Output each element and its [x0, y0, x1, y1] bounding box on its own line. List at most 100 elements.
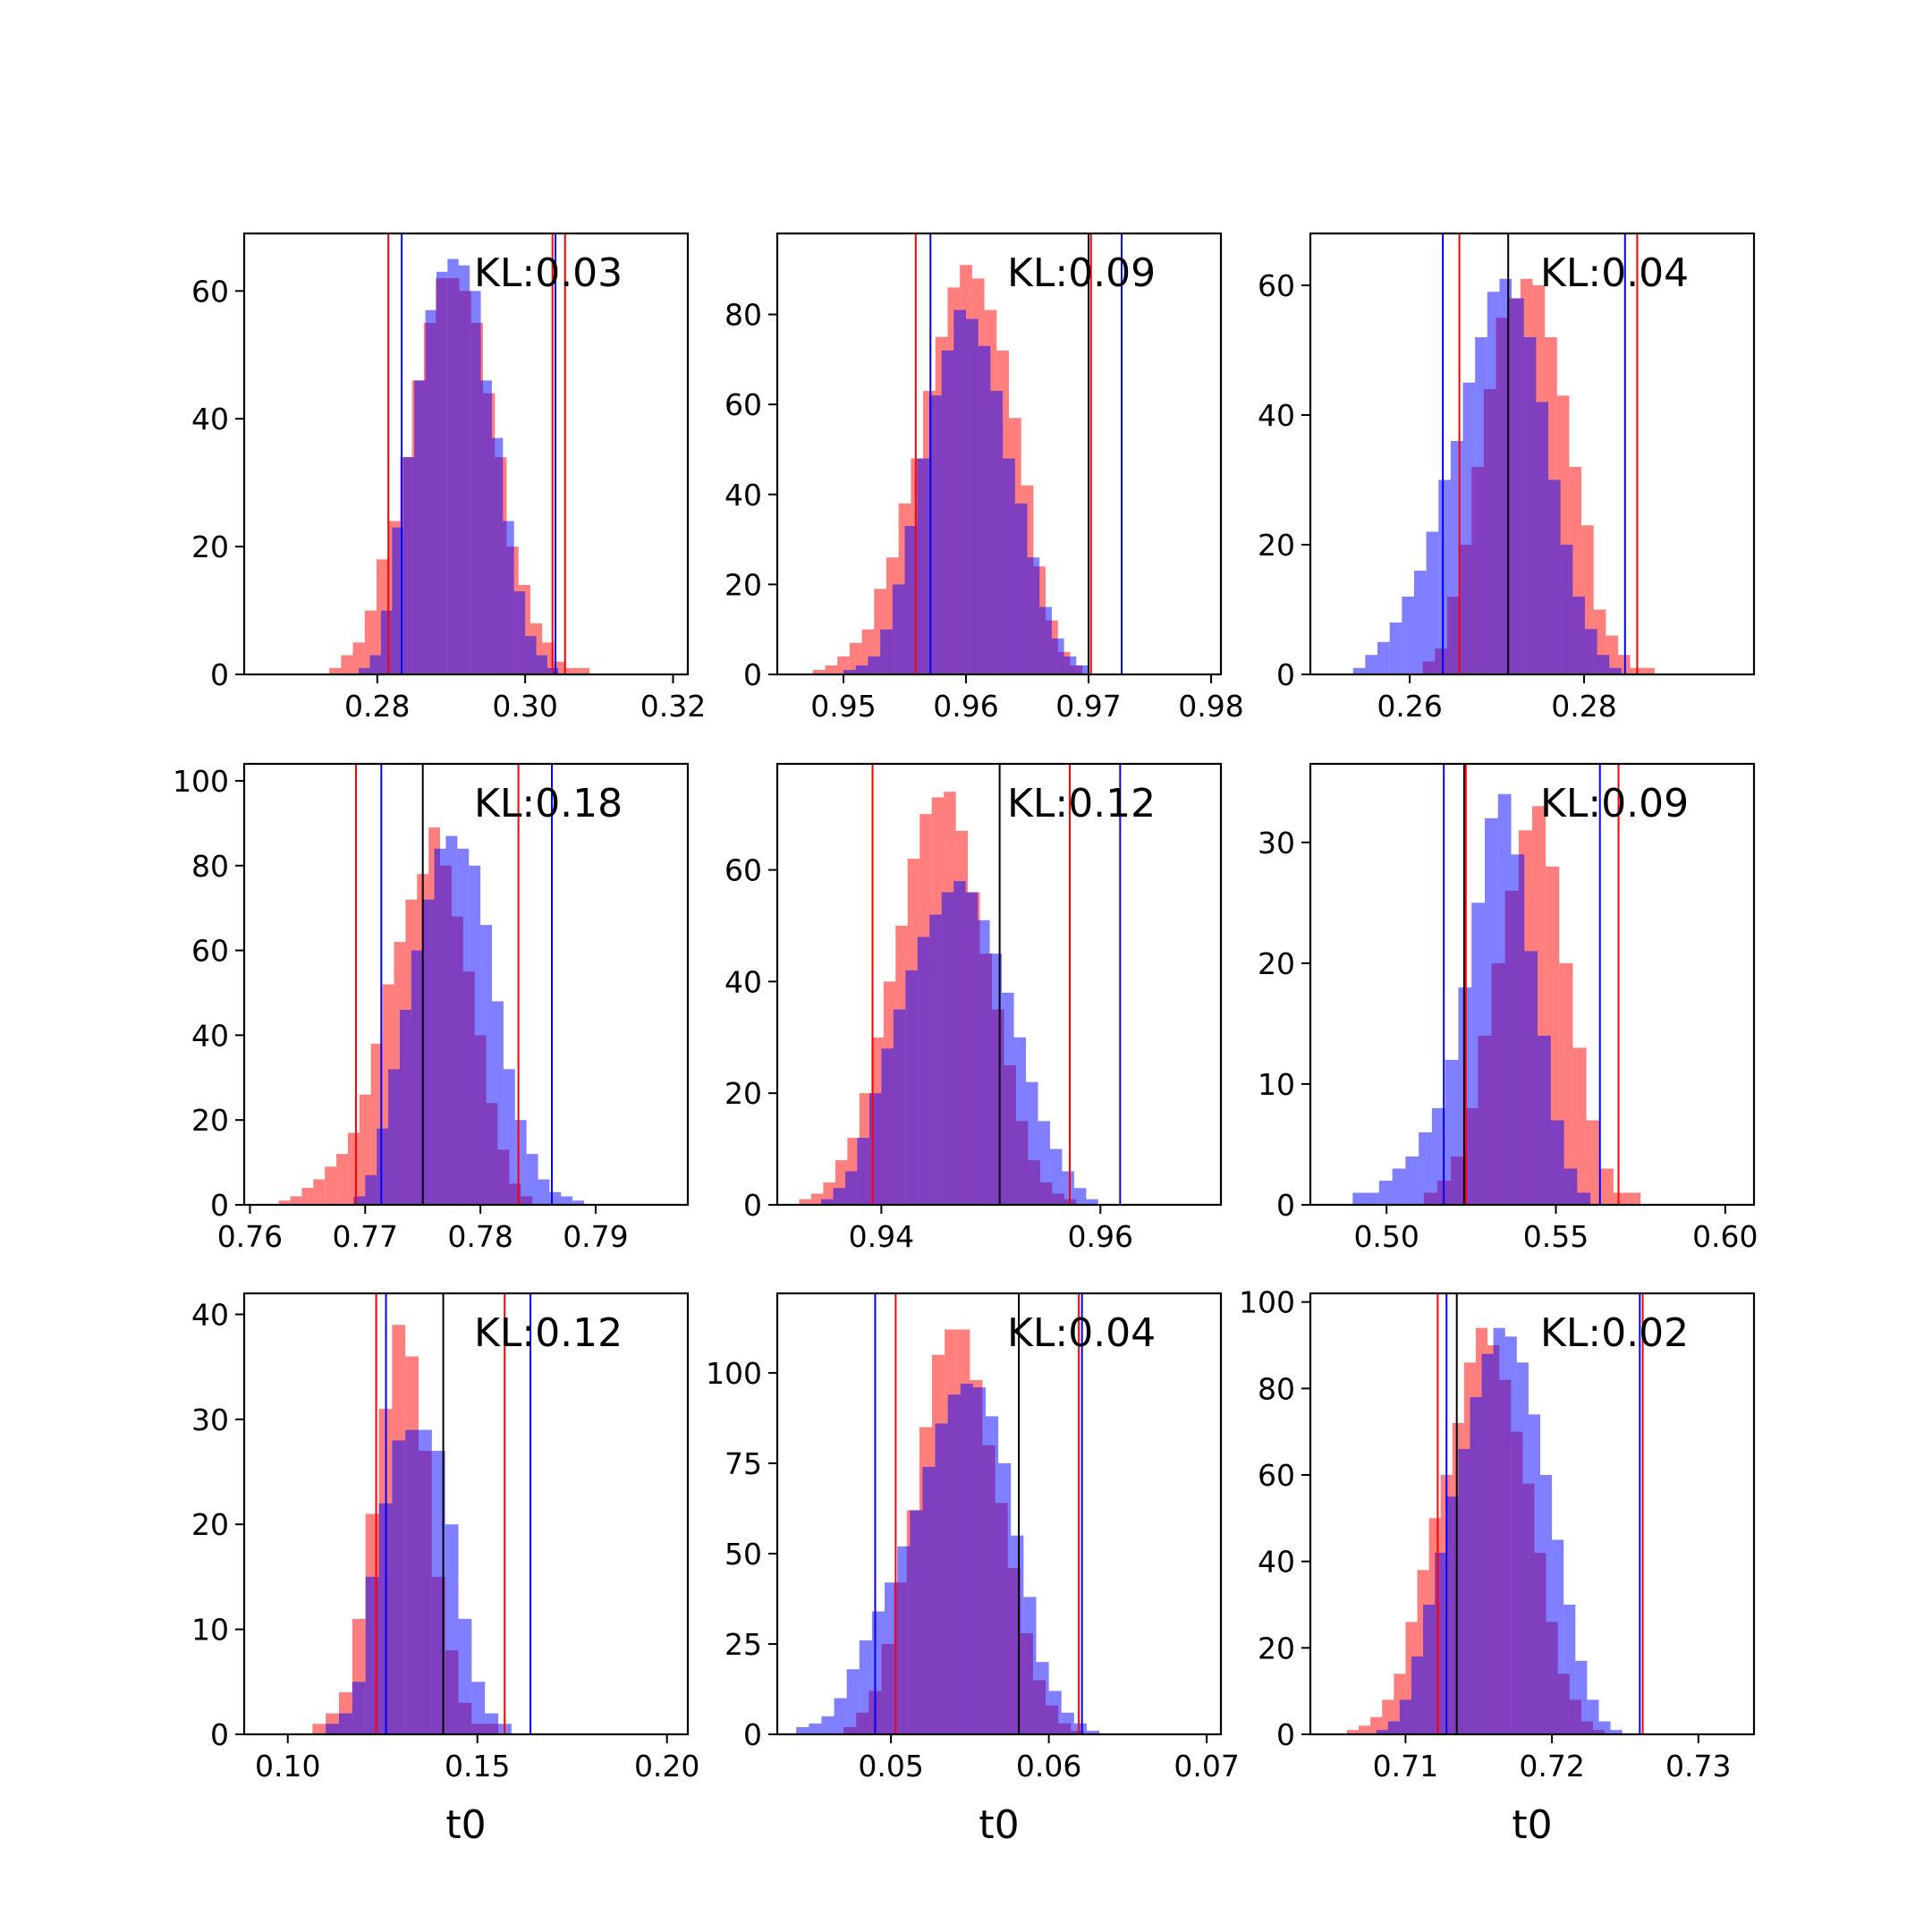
- histogram-bar: [491, 437, 504, 674]
- y-tick-label: 20: [724, 567, 762, 602]
- histogram-bar: [893, 1009, 906, 1205]
- x-tick-label: 0.20: [634, 1749, 699, 1784]
- histogram-bar: [1061, 1712, 1074, 1734]
- y-tick-label: 40: [191, 402, 229, 436]
- histogram-bar: [503, 1069, 515, 1205]
- histogram-bar: [820, 1199, 834, 1205]
- plot-area: [1352, 764, 1641, 1205]
- plot-area: [278, 764, 585, 1205]
- histogram-bar: [1049, 1148, 1063, 1205]
- histogram-bar: [941, 350, 954, 674]
- histogram-bar: [904, 525, 918, 674]
- histogram-bar: [1392, 1168, 1406, 1205]
- histogram-bar: [1575, 1660, 1588, 1734]
- histogram-bar: [1423, 1605, 1436, 1734]
- histogram-bar: [1352, 667, 1366, 674]
- histogram-bar: [503, 521, 514, 674]
- histogram-bar: [1086, 1199, 1098, 1205]
- y-tick-label: 100: [173, 764, 229, 799]
- axes-frame: [242, 762, 690, 1207]
- y-tick-label: 30: [1258, 826, 1295, 860]
- histogram-bar: [990, 391, 1004, 674]
- panel-4: 0.76 0.77 0.78 0.79 0 20 40 60 80 100 KL:0.18: [173, 762, 690, 1254]
- histogram-bar: [447, 258, 459, 674]
- panel-1: 0.28 0.30 0.32 0 20 40 60 KL:0.03: [191, 232, 706, 724]
- y-tick-label: 0: [1276, 657, 1295, 692]
- histogram-bar: [1538, 1035, 1551, 1205]
- y-tick-label: 40: [191, 1297, 229, 1332]
- histogram-bar: [1572, 1047, 1587, 1205]
- histogram-bar: [1481, 1353, 1494, 1734]
- x-tick-label: 0.78: [447, 1219, 513, 1254]
- histogram-bar: [1419, 1131, 1432, 1205]
- plot-area: [799, 764, 1122, 1205]
- histogram-bar: [1036, 1662, 1049, 1734]
- histogram-bar: [388, 1069, 400, 1205]
- histogram-bar: [965, 892, 979, 1205]
- x-axis-label: t0: [979, 1802, 1019, 1848]
- y-tick-label: 60: [191, 274, 229, 309]
- histogram-bar: [469, 865, 481, 1205]
- histogram-bar: [491, 1001, 504, 1205]
- histogram-bar: [485, 1713, 499, 1734]
- x-tick-label: 0.28: [1551, 689, 1616, 724]
- histogram-bar: [1540, 1475, 1553, 1734]
- histogram-bar: [1431, 1107, 1445, 1205]
- histogram-bar: [978, 345, 991, 674]
- histogram-bar: [1493, 1327, 1505, 1734]
- histogram-bar: [1038, 1121, 1050, 1205]
- histogram-bar: [922, 1466, 936, 1734]
- x-tick-label: 0.50: [1353, 1219, 1419, 1254]
- histogram-bar: [1458, 1449, 1470, 1734]
- kl-annotation: KL:0.03: [474, 250, 623, 296]
- x-tick-label: 0.55: [1523, 1219, 1589, 1254]
- histogram-bar: [353, 1196, 366, 1205]
- histogram-bar: [1528, 1414, 1541, 1734]
- histogram-bar: [457, 848, 470, 1205]
- y-tick-label: 20: [724, 1076, 762, 1111]
- histogram-bar: [538, 1179, 550, 1205]
- histogram-bar: [313, 1179, 326, 1205]
- histogram-bar: [458, 265, 470, 674]
- histogram-bar: [419, 1429, 432, 1734]
- histogram-bar: [380, 610, 393, 674]
- x-tick-label: 0.10: [255, 1749, 320, 1784]
- histogram-bar: [880, 629, 893, 674]
- histogram-bar: [846, 1669, 860, 1734]
- histogram-bar: [834, 1698, 847, 1734]
- histogram-bar: [445, 1524, 459, 1734]
- x-tick-label: 0.76: [217, 1219, 283, 1254]
- y-tick-label: 80: [724, 298, 762, 333]
- histogram-bar: [1471, 902, 1485, 1205]
- kl-annotation: KL:0.04: [1007, 1310, 1156, 1356]
- histogram-bar: [347, 1132, 360, 1205]
- histogram-bar: [1405, 1156, 1419, 1205]
- histogram-bar: [1378, 1180, 1393, 1205]
- histogram-bar: [402, 457, 415, 674]
- y-tick-label: 60: [724, 387, 762, 422]
- x-tick-label: 0.28: [344, 689, 410, 724]
- histogram-bar: [1003, 458, 1015, 674]
- histogram-bar: [1484, 818, 1498, 1205]
- axes-frame: [242, 232, 690, 676]
- kl-annotation: KL:0.12: [1007, 781, 1156, 826]
- y-tick-label: 60: [1258, 1458, 1295, 1493]
- histogram-bar: [1039, 606, 1052, 674]
- histogram-bar: [871, 1611, 886, 1734]
- x-tick-label: 0.96: [933, 689, 998, 724]
- y-tick-label: 0: [1276, 1717, 1295, 1752]
- histogram-bar: [947, 1394, 961, 1734]
- y-tick-label: 80: [1258, 1371, 1295, 1406]
- histogram-bar: [1445, 1059, 1459, 1205]
- histogram-bar: [844, 1171, 858, 1205]
- histogram-bar: [577, 667, 590, 674]
- plot-area: [812, 233, 1123, 674]
- histogram-bar: [1552, 1539, 1564, 1734]
- x-axis-label: t0: [1512, 1802, 1552, 1848]
- histogram-bar: [1587, 1699, 1599, 1734]
- plot-area: [312, 1293, 532, 1734]
- histogram-bar: [1027, 557, 1040, 674]
- histogram-bar: [471, 1682, 486, 1734]
- histogram-bar: [470, 291, 481, 674]
